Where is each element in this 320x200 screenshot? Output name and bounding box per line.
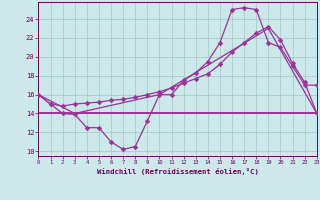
X-axis label: Windchill (Refroidissement éolien,°C): Windchill (Refroidissement éolien,°C)	[97, 168, 259, 175]
